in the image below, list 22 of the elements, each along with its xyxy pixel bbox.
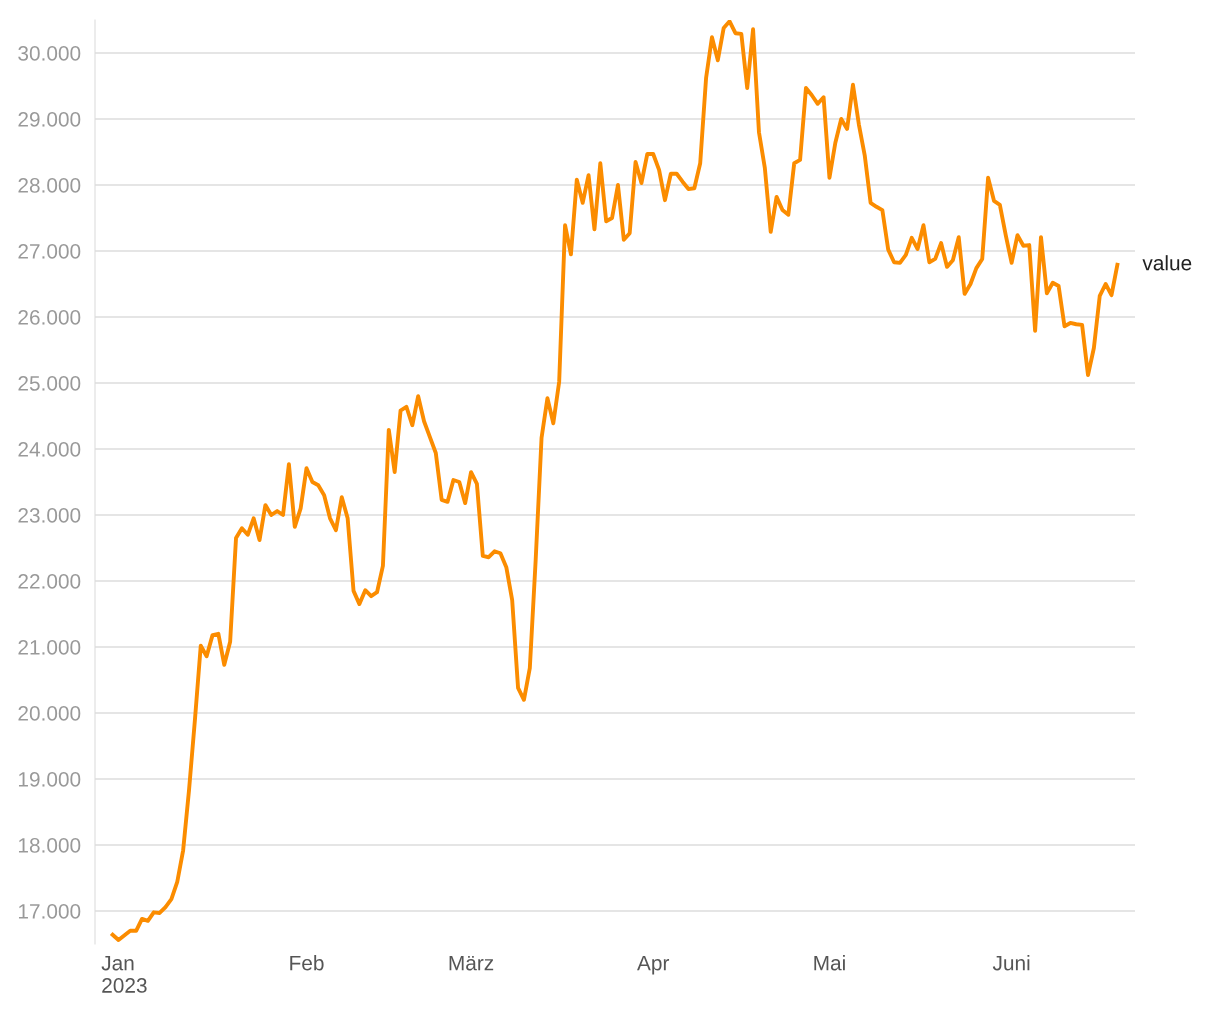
- y-tick-label: 18.000: [18, 838, 81, 853]
- series-label: value: [1142, 255, 1192, 271]
- y-tick-label: 24.000: [18, 442, 81, 457]
- line-series: [110, 20, 1120, 942]
- y-tick-label: 30.000: [18, 46, 81, 61]
- x-tick-label: Feb: [290, 955, 324, 971]
- x-tick-label: Mai: [814, 955, 845, 971]
- x-tick-label: März: [449, 955, 494, 971]
- x-tick-label: Jan 2023: [101, 955, 147, 993]
- y-tick-label: 27.000: [18, 244, 81, 259]
- y-tick-label: 19.000: [18, 772, 81, 787]
- y-tick-label: 25.000: [18, 376, 81, 391]
- y-tick-label: 22.000: [18, 574, 81, 589]
- x-tick-label: Apr: [637, 955, 670, 975]
- y-tick-label: 23.000: [18, 508, 81, 523]
- x-tick-label: Juni: [992, 955, 1030, 971]
- y-tick-label: 17.000: [18, 904, 81, 919]
- y-tick-label: 20.000: [18, 706, 81, 721]
- y-tick-label: 26.000: [18, 310, 81, 325]
- y-tick-label: 29.000: [18, 112, 81, 127]
- y-tick-label: 21.000: [18, 640, 81, 655]
- y-tick-label: 28.000: [18, 178, 81, 193]
